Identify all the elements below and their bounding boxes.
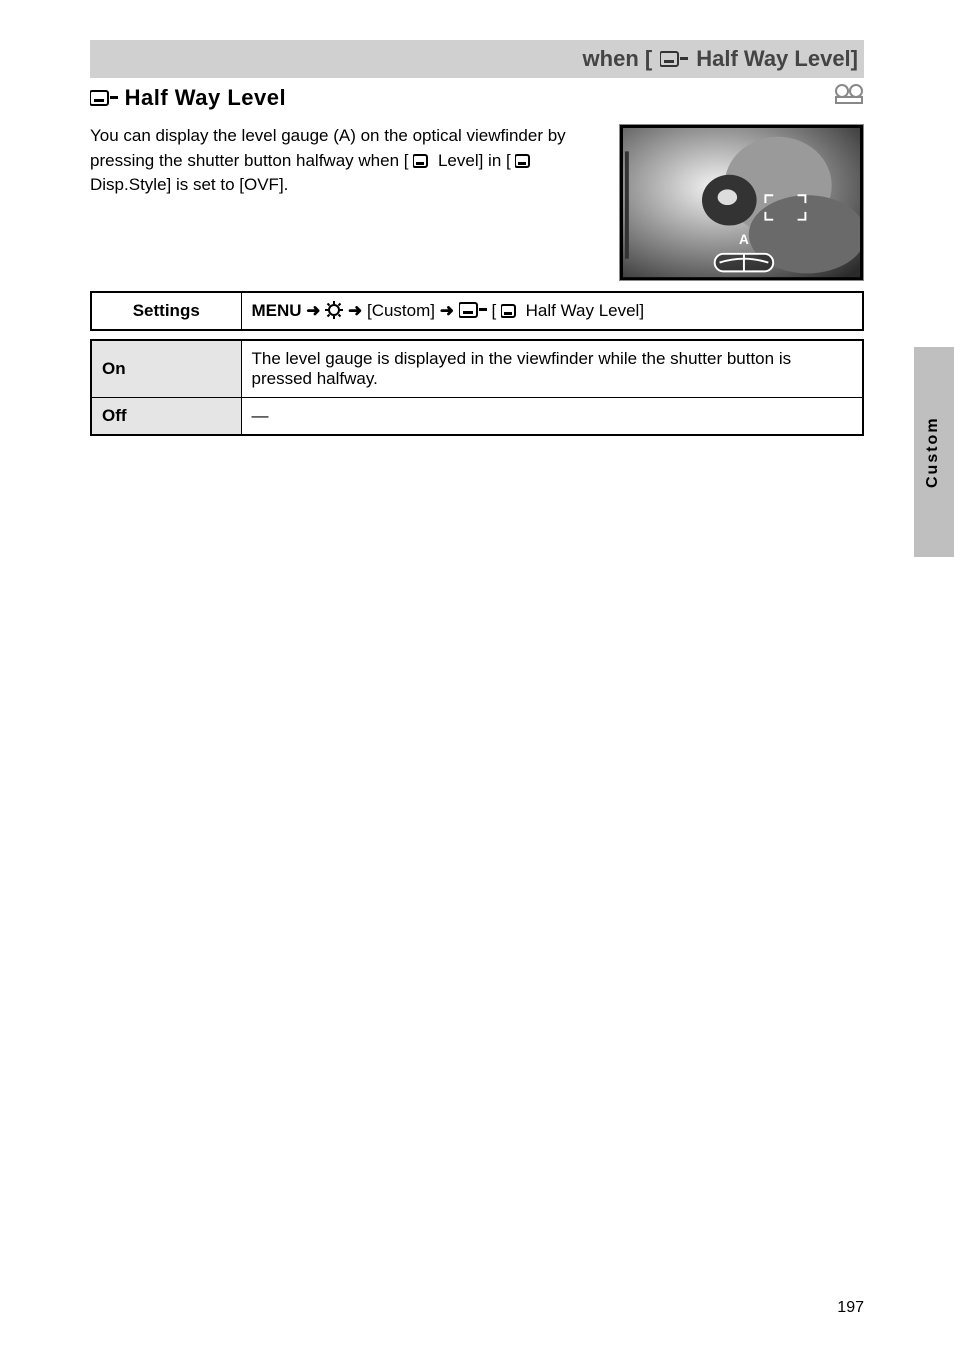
section-title-text: Half Way Level <box>125 85 286 110</box>
viewfinder-level-icon <box>660 50 688 68</box>
arrow-icon: ➜ <box>348 301 367 320</box>
settings-path-value: MENU ➜ ➜ [Custom] ➜ <box>241 292 863 330</box>
viewfinder-illustration: A <box>622 127 861 278</box>
option-on-label: On <box>91 340 241 398</box>
section-title: Half Way Level <box>90 78 864 118</box>
option-off-desc: — <box>241 398 863 436</box>
top-rule-text-post: Half Way Level] <box>696 46 858 72</box>
half-way-label-pre: [ <box>491 301 496 320</box>
options-table: On The level gauge is displayed in the v… <box>90 339 864 436</box>
menu-label: MENU <box>252 301 302 320</box>
settings-path-label: Settings <box>91 292 241 330</box>
intro-paragraph: You can display the level gauge (A) on t… <box>90 124 599 198</box>
mode-dial-icon <box>834 84 864 106</box>
top-rule-text-pre: when [ <box>583 46 653 72</box>
page-number: 197 <box>837 1299 864 1317</box>
intro-text-icon-b: Disp.Style] is set to [OVF]. <box>90 175 288 194</box>
viewfinder-level-icon <box>515 154 535 168</box>
option-on-desc: The level gauge is displayed in the view… <box>241 340 863 398</box>
intro-text-icon-a: Level] in [ <box>438 151 511 170</box>
camera-example-image: A <box>619 124 864 281</box>
arrow-icon: ➜ <box>440 301 459 320</box>
table-row: Off — <box>91 398 863 436</box>
viewfinder-level-icon <box>90 89 118 107</box>
level-display-icon <box>459 302 487 318</box>
viewfinder-level-icon <box>413 154 433 168</box>
side-tab: Custom <box>914 347 954 557</box>
intro-text-1: You can display the level gauge (A) on t… <box>90 126 466 145</box>
option-off-label: Off <box>91 398 241 436</box>
half-way-label-post: Half Way Level] <box>526 301 644 320</box>
gear-icon <box>325 301 343 319</box>
settings-path-table: Settings MENU ➜ ➜ [Custom] ➜ <box>90 291 864 331</box>
viewfinder-level-icon <box>501 304 521 318</box>
side-tab-label: Custom <box>924 355 942 549</box>
svg-text:A: A <box>739 232 749 247</box>
custom-label: [Custom] <box>367 301 435 320</box>
table-row: On The level gauge is displayed in the v… <box>91 340 863 398</box>
arrow-icon: ➜ <box>306 301 325 320</box>
intro-text-3: [ <box>404 151 409 170</box>
top-rule-bar: when [ Half Way Level] <box>90 40 864 78</box>
